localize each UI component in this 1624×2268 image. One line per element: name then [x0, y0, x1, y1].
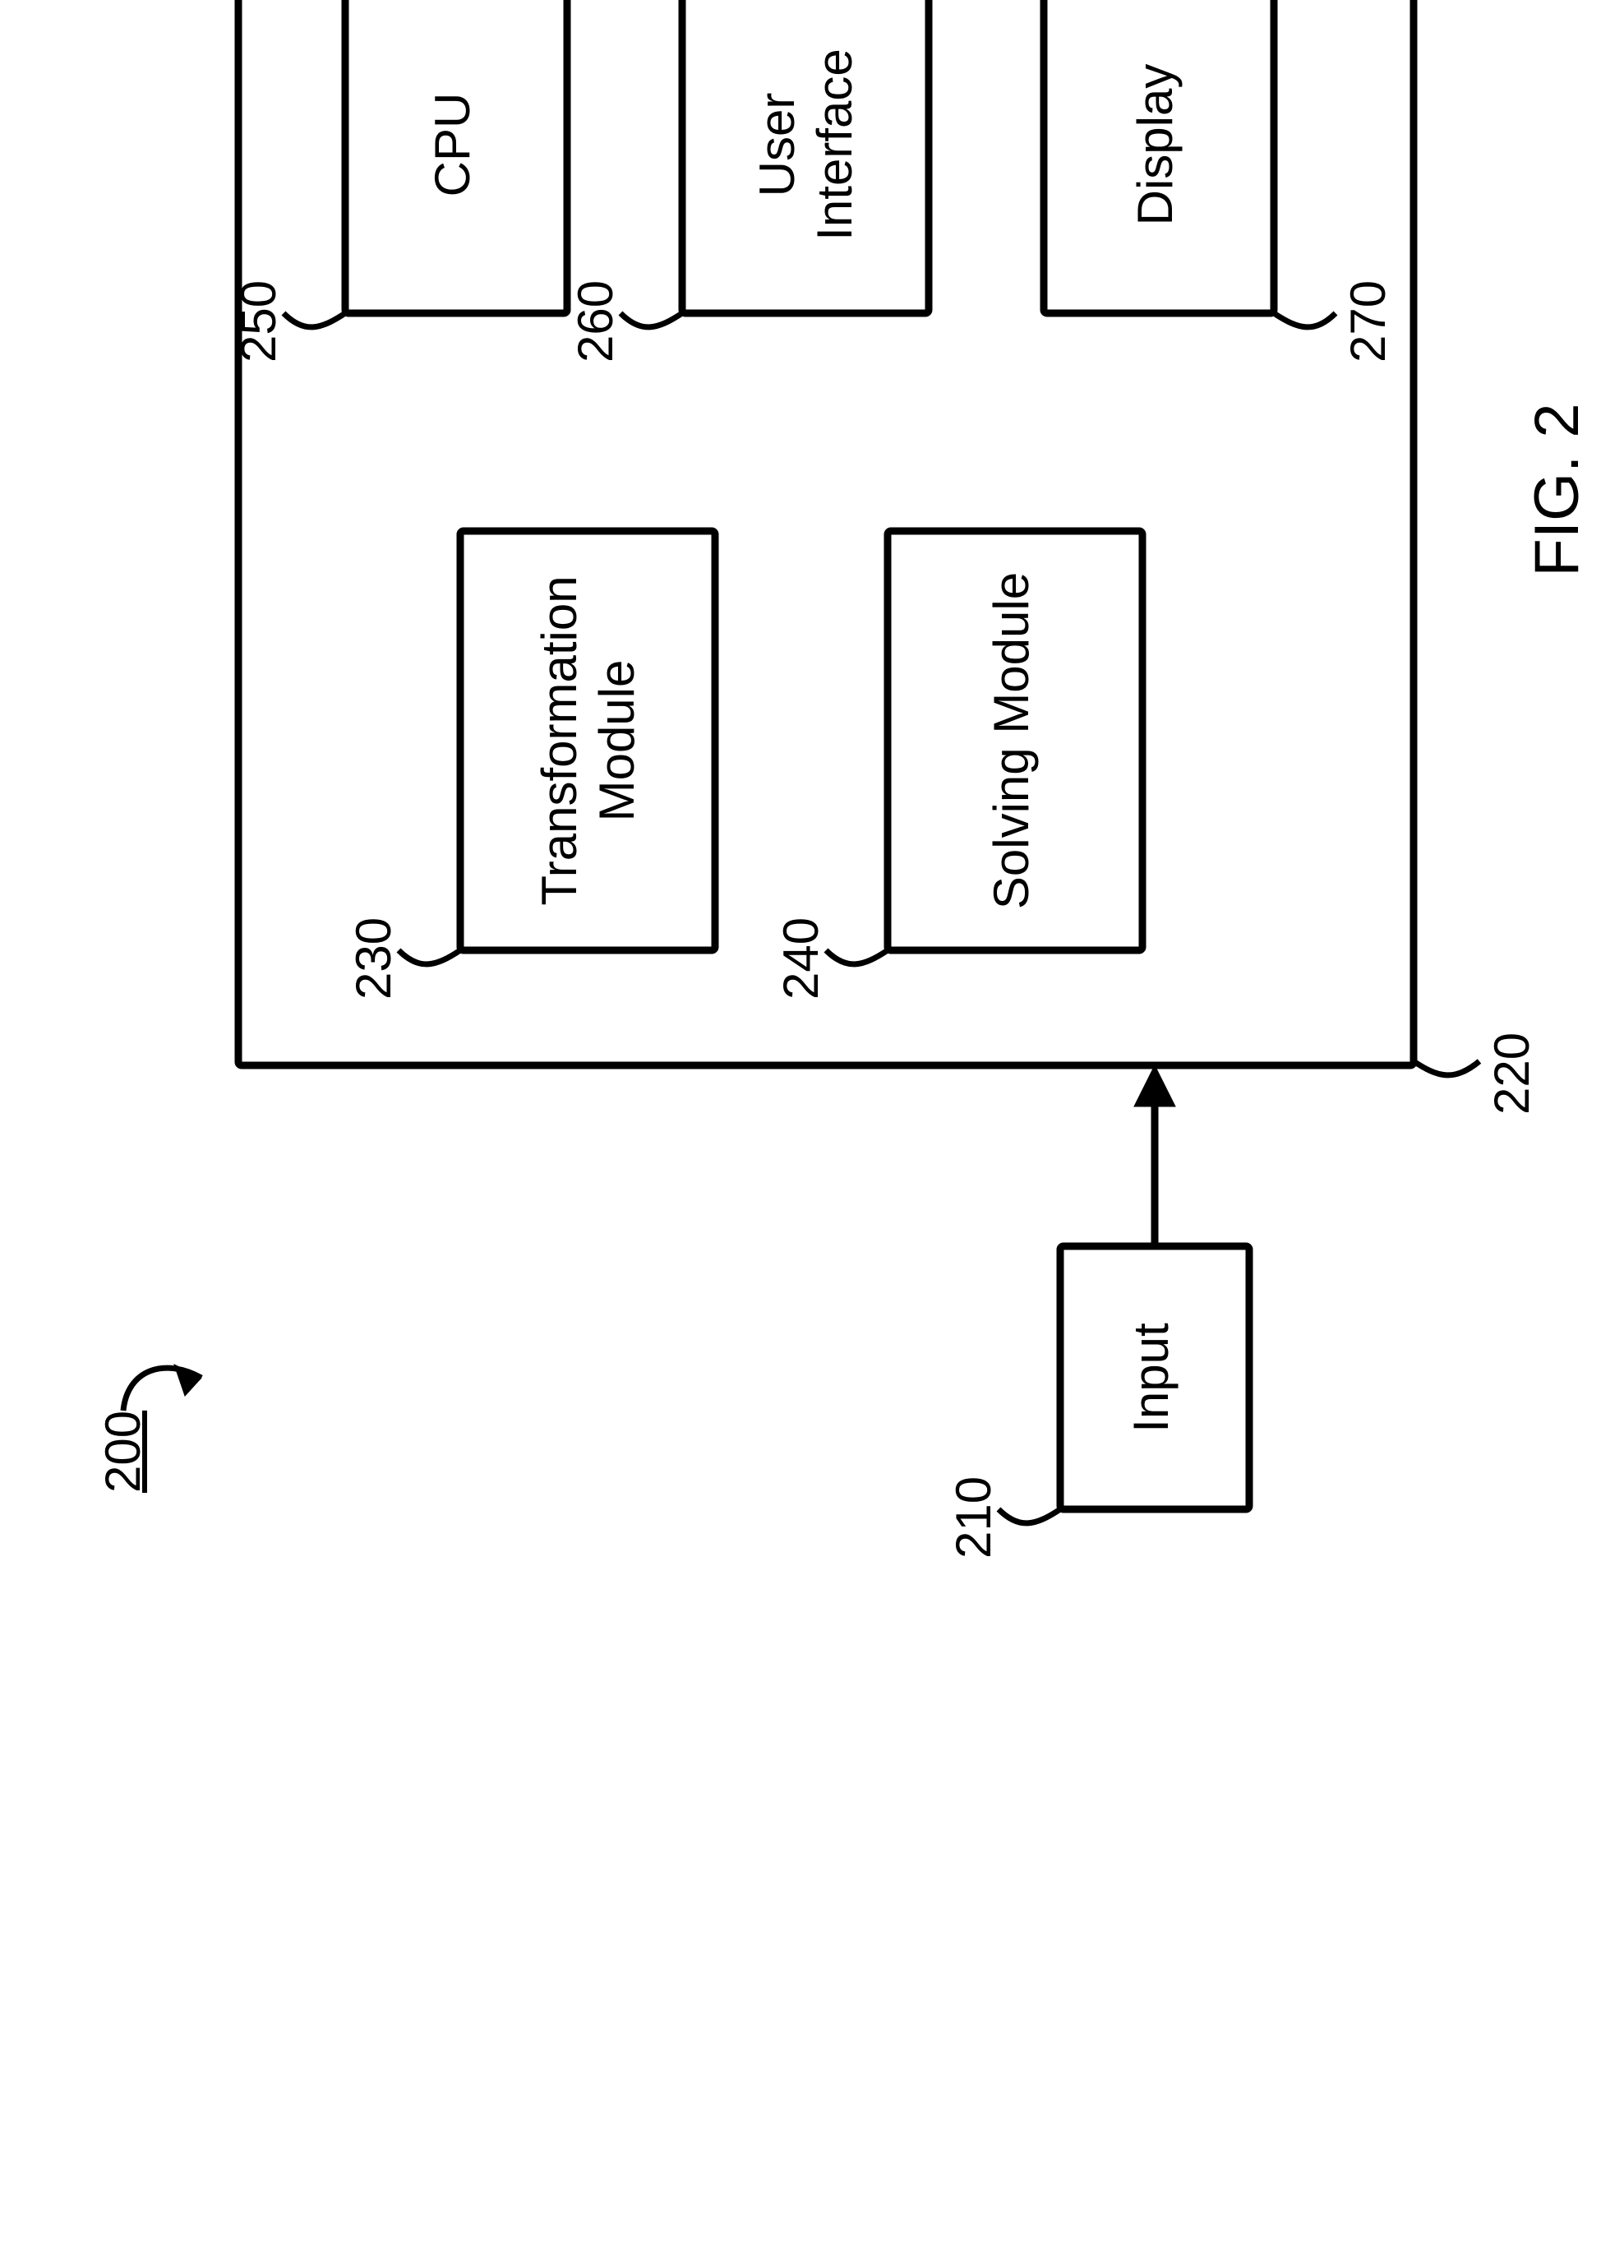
- container-ref: 220: [1484, 1032, 1539, 1115]
- solving-label: Solving Module: [984, 572, 1039, 909]
- edge-input-container-head: [1134, 1065, 1175, 1106]
- transformation-box: [460, 531, 715, 950]
- input-ref: 210: [946, 1476, 1001, 1559]
- display-label: Display: [1128, 64, 1183, 226]
- container-lead: [1414, 1061, 1479, 1075]
- display-ref: 270: [1340, 280, 1396, 363]
- transformation-ref: 230: [346, 917, 401, 1000]
- figure-label: FIG. 2: [1522, 403, 1592, 576]
- input-lead: [999, 1509, 1060, 1523]
- input-label: Input: [1123, 1323, 1179, 1433]
- ui-label-1: User: [750, 93, 805, 197]
- ui-ref: 260: [568, 280, 623, 363]
- transformation-label-1: Transformation: [532, 575, 587, 905]
- solving-ref: 240: [773, 917, 828, 1000]
- cpu-ref: 250: [231, 280, 286, 363]
- ui-label-2: Interface: [807, 49, 862, 240]
- figure-ref: 200: [95, 1411, 150, 1493]
- cpu-label: CPU: [425, 93, 480, 197]
- transformation-label-2: Module: [589, 660, 644, 822]
- ui-box: [682, 0, 929, 313]
